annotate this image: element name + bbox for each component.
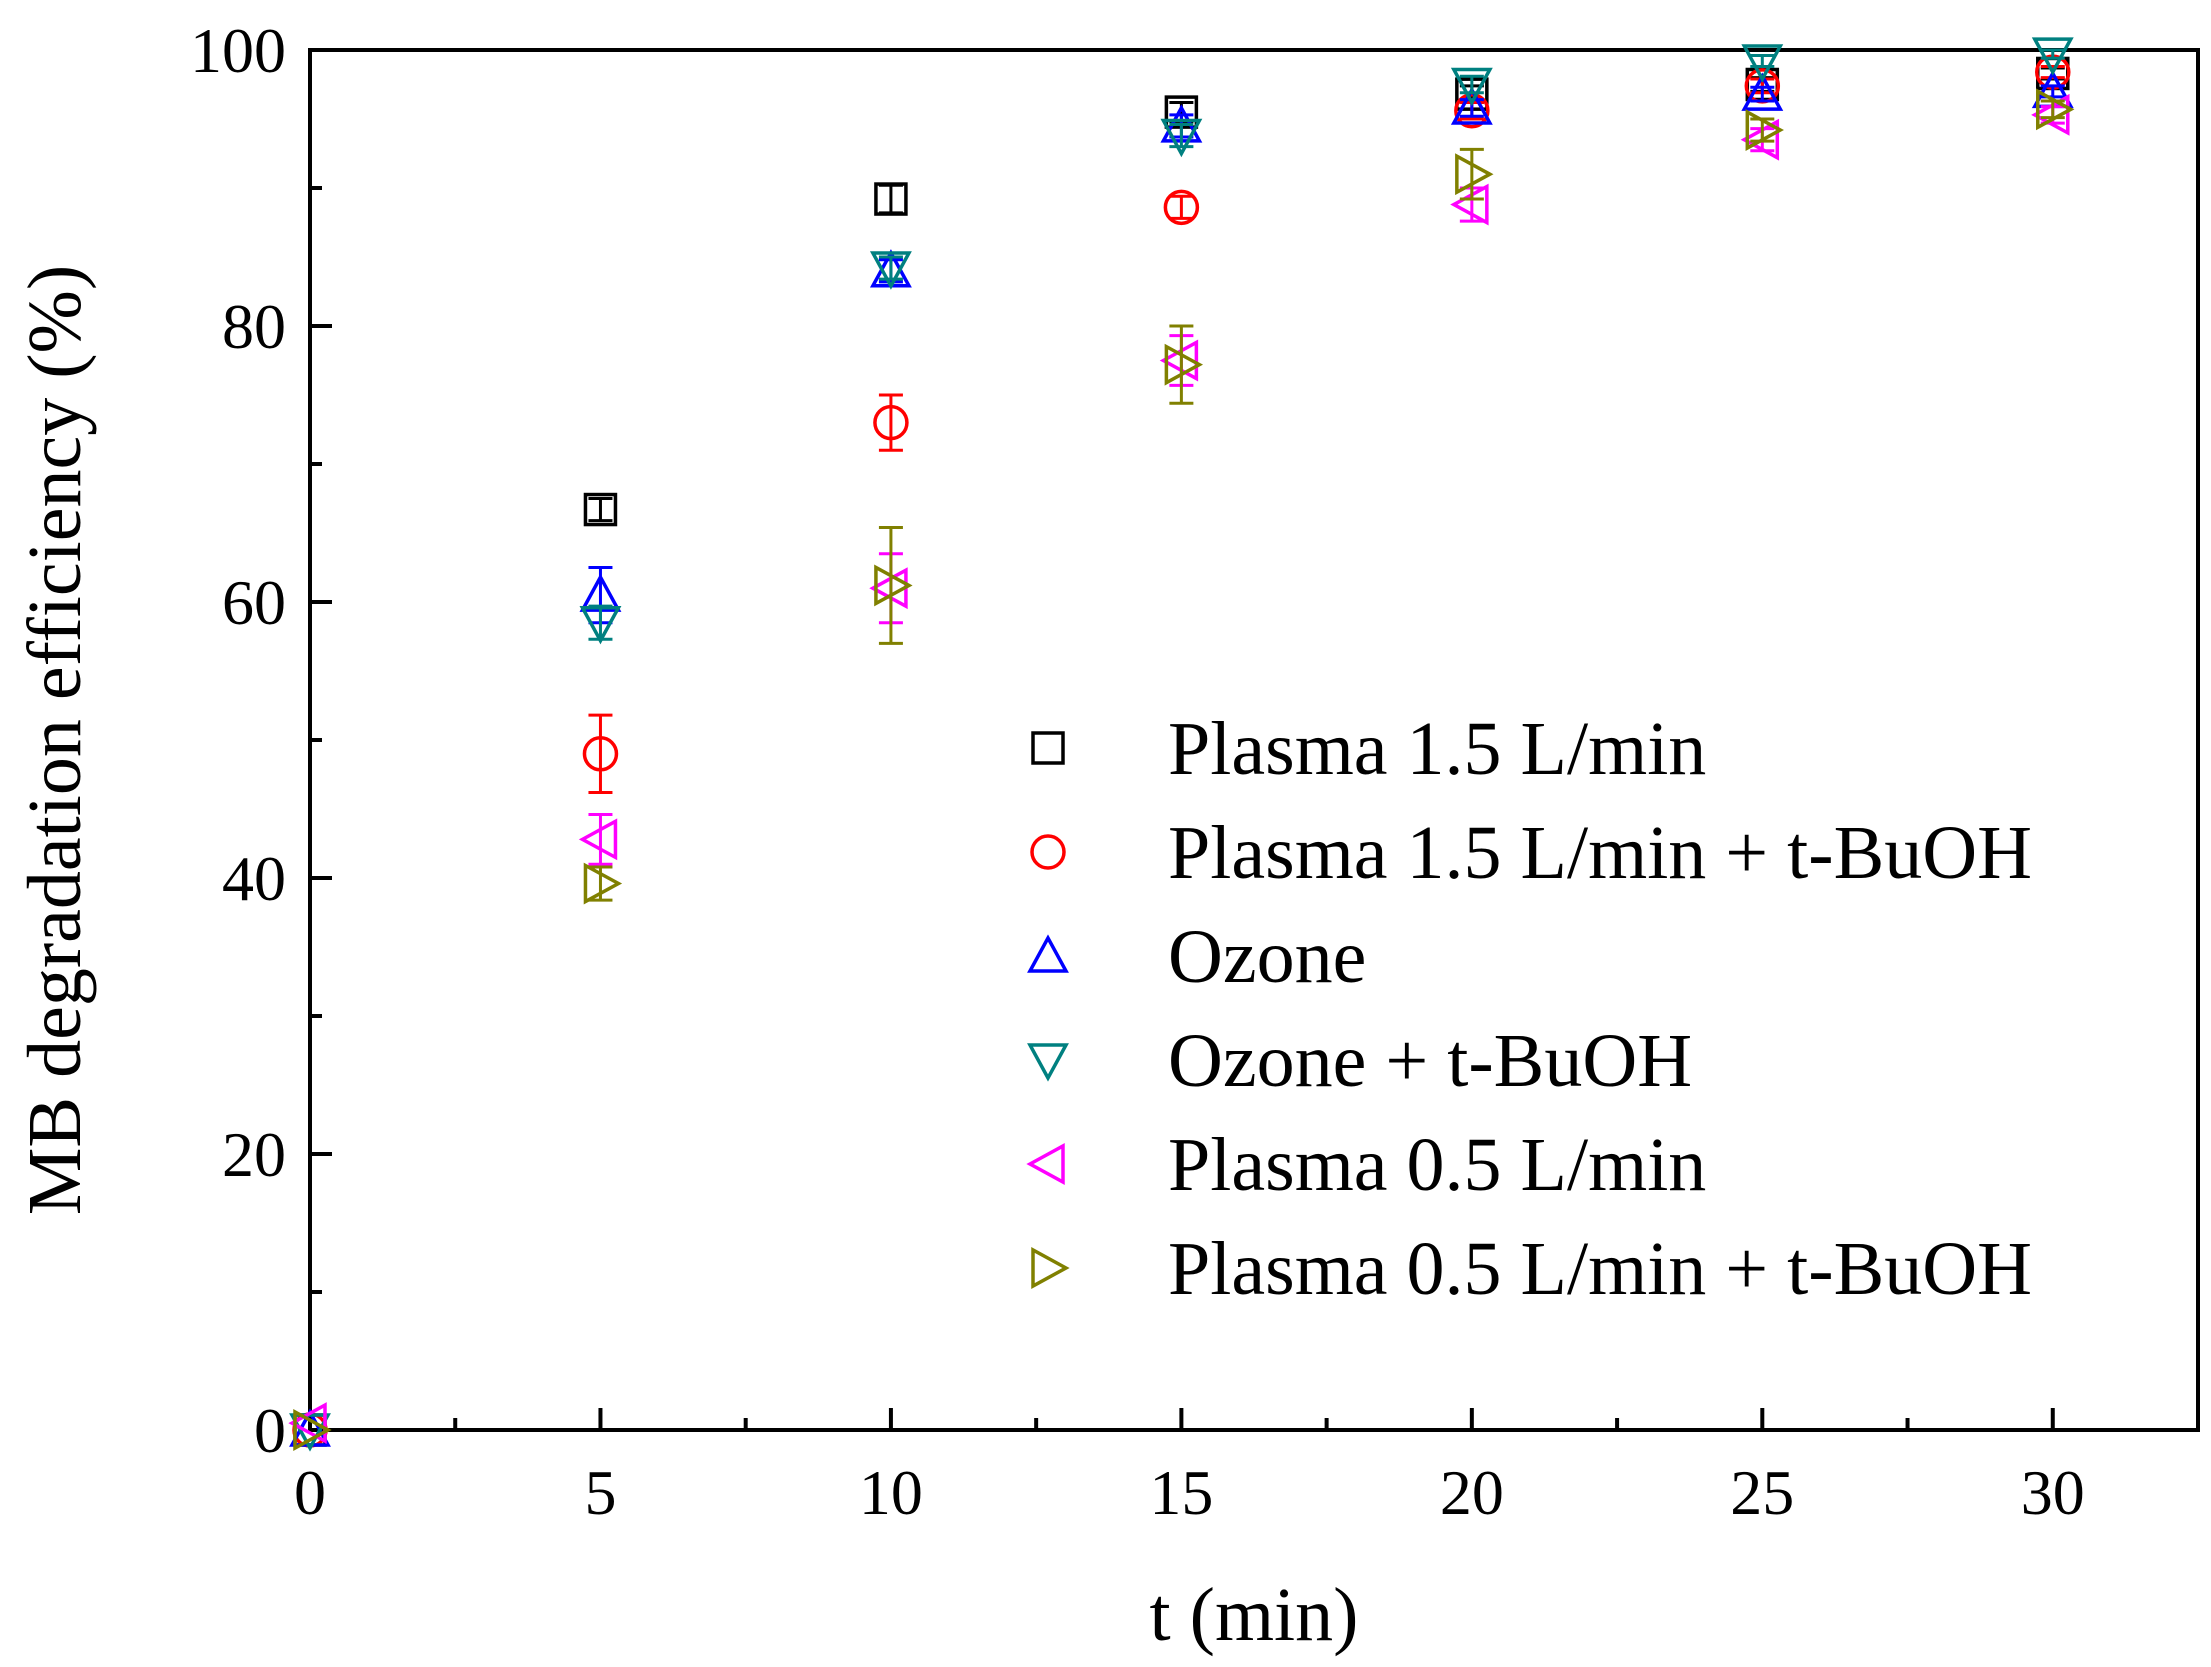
- data-point: [1455, 153, 1494, 196]
- x-tick-label: 25: [1730, 1457, 1794, 1528]
- legend-entry: Ozone: [1027, 915, 1366, 999]
- y-tick-label: 60: [222, 567, 286, 638]
- x-tick-label: 30: [2021, 1457, 2085, 1528]
- error-bar: [1459, 74, 1484, 95]
- data-point: [874, 182, 908, 216]
- error-bar: [878, 525, 903, 645]
- axis-ticks: [308, 48, 2055, 1432]
- x-tick-label: 5: [584, 1457, 616, 1528]
- legend-marker: [1031, 1247, 1070, 1289]
- x-tick-label: 15: [1149, 1457, 1213, 1528]
- y-axis-title: MB degradation efficiency (%): [13, 265, 97, 1215]
- error-bar: [878, 255, 903, 281]
- error-bar: [588, 497, 613, 523]
- error-bar: [588, 713, 613, 794]
- data-point: [1164, 343, 1204, 386]
- data-point: [583, 492, 618, 527]
- data-marks: [288, 37, 2075, 1452]
- legend-entry: Plasma 1.5 L/min: [1031, 707, 1706, 791]
- legend-marker: [1031, 731, 1065, 765]
- legend-marker: [1027, 934, 1069, 973]
- data-point: [1450, 86, 1493, 125]
- legend-entry: Plasma 0.5 L/min: [1026, 1123, 1706, 1207]
- data-point: [2031, 37, 2074, 76]
- error-bar: [1169, 123, 1194, 149]
- data-point: [1163, 189, 1200, 226]
- x-axis-title: t (min): [1150, 1573, 1359, 1657]
- legend-label: Plasma 0.5 L/min: [1168, 1123, 1706, 1207]
- legend: Plasma 1.5 L/min Plasma 1.5 L/min + t-BuO…: [1026, 707, 2032, 1311]
- error-bar: [588, 813, 613, 866]
- data-point: [1454, 92, 1490, 129]
- data-point: [579, 605, 622, 645]
- data-point: [578, 818, 618, 861]
- legend-entry: Plasma 1.5 L/min + t-BuOH: [1030, 811, 2032, 895]
- data-point: [874, 564, 913, 607]
- error-bar: [1169, 324, 1194, 405]
- data-point: [1160, 118, 1203, 158]
- tick-labels: 0 5 10 15 20 25 30 0 20 40 60 80 100: [190, 15, 2085, 1528]
- y-tick-label: 80: [222, 291, 286, 362]
- y-tick-label: 40: [222, 843, 286, 914]
- legend-label: Plasma 1.5 L/min: [1168, 707, 1706, 791]
- data-point: [293, 1409, 332, 1451]
- legend-label: Plasma 1.5 L/min + t-BuOH: [1168, 811, 2032, 895]
- series-6: [293, 88, 2075, 1451]
- x-tick-label: 10: [859, 1457, 923, 1528]
- y-tick-label: 100: [190, 15, 286, 86]
- legend-label: Plasma 0.5 L/min + t-BuOH: [1168, 1227, 2032, 1311]
- data-point: [582, 736, 619, 772]
- error-bar: [1459, 147, 1484, 201]
- y-tick-label: 0: [254, 1395, 286, 1466]
- data-point: [583, 862, 623, 905]
- data-point: [1450, 67, 1493, 107]
- x-tick-label: 20: [1440, 1457, 1504, 1528]
- y-tick-label: 20: [222, 1119, 286, 1190]
- data-point: [2036, 88, 2075, 131]
- data-point: [869, 251, 912, 290]
- error-bar: [878, 393, 903, 452]
- data-point: [1741, 44, 1784, 83]
- x-tick-label: 0: [294, 1457, 326, 1528]
- data-point: [873, 404, 909, 441]
- data-point: [288, 1402, 327, 1445]
- legend-entry: Ozone + t-BuOH: [1027, 1019, 1692, 1103]
- legend-marker: [1026, 1143, 1065, 1185]
- data-point: [1741, 72, 1784, 111]
- legend-marker: [1030, 834, 1066, 870]
- legend-label: Ozone: [1168, 915, 1366, 999]
- error-bar: [1169, 194, 1194, 220]
- legend-marker: [1027, 1043, 1069, 1082]
- legend-label: Ozone + t-BuOH: [1168, 1019, 1692, 1103]
- error-bar: [878, 183, 903, 215]
- data-point: [1745, 109, 1784, 151]
- legend-entry: Plasma 0.5 L/min + t-BuOH: [1031, 1227, 2032, 1311]
- series-4: [289, 37, 2074, 1452]
